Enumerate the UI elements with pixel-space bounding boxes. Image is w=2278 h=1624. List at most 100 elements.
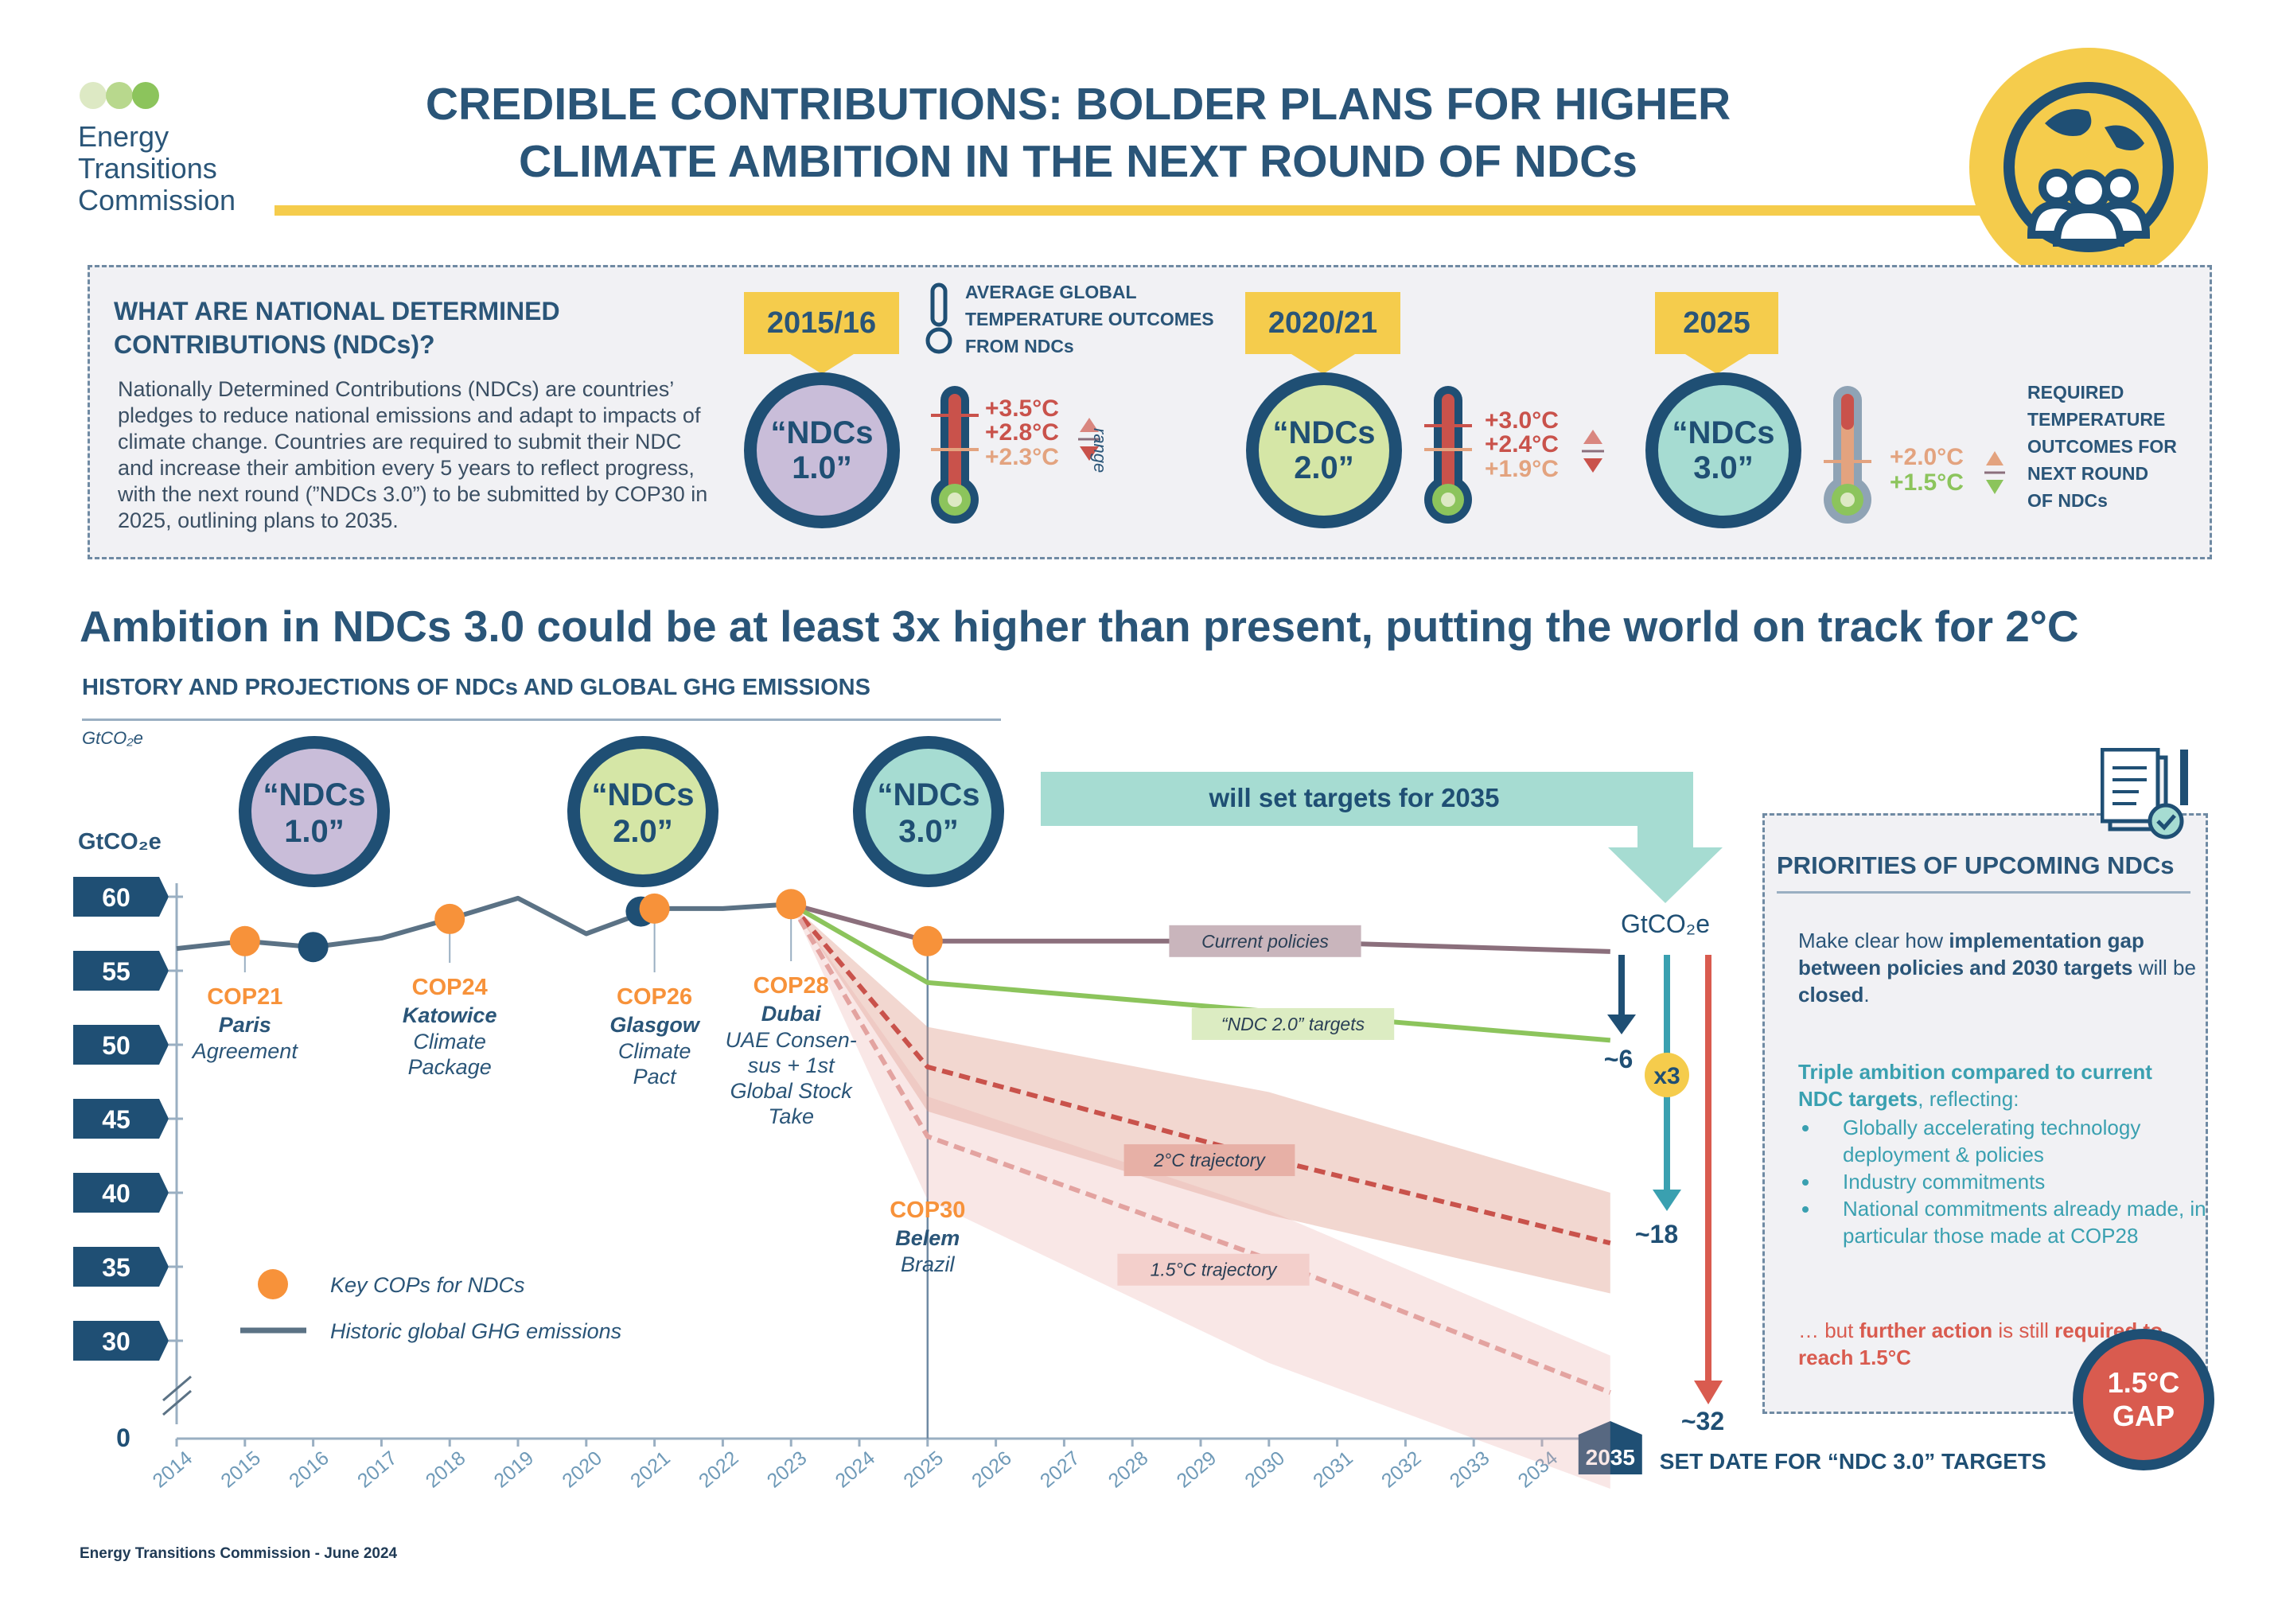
y-tick-label: 40 (102, 1179, 130, 1208)
cop-sub: sus + 1st (748, 1053, 835, 1077)
y-tick-label: 30 (102, 1327, 130, 1356)
series-line (176, 895, 792, 952)
reduction-value-32: ~32 (1681, 1407, 1724, 1435)
priority-emphasis: implementation gap between policies and … (1798, 929, 2144, 979)
priority-bullet: National commitments already made, in pa… (1820, 1195, 2218, 1249)
x-tick-label: 2015 (216, 1447, 265, 1492)
x-tick-label: 2032 (1377, 1447, 1426, 1492)
cop-sub: Package (408, 1055, 492, 1079)
priority-bullet: Industry commitments (1820, 1168, 2218, 1195)
priority-emphasis: required to reach 1.5°C (1798, 1318, 2163, 1369)
avg-temp-line: TEMPERATURE OUTCOMES (965, 309, 1214, 329)
cop-sub: UAE Consen- (726, 1028, 857, 1052)
footer-credit: Energy Transitions Commission - June 202… (80, 1545, 398, 1562)
navy-point (298, 932, 329, 963)
legend-cop-label: Key COPs for NDCs (330, 1273, 525, 1297)
series-label: “NDC 2.0” targets (1221, 1014, 1365, 1034)
range-arrows-icon (1078, 418, 1100, 461)
gap-line2: GAP (2112, 1400, 2175, 1432)
thermometer-icon (925, 282, 979, 524)
y-tick-tag (73, 1025, 169, 1065)
temp-mid: +2.8°C (985, 419, 1059, 446)
trajectory-band (791, 904, 1610, 1489)
x-tick-label: 2026 (968, 1447, 1016, 1492)
ndc-chart-bubble (567, 736, 718, 887)
y-tick-label: 50 (102, 1031, 130, 1060)
cop-place: Glasgow (609, 1013, 701, 1037)
thermometer-icon (1824, 386, 1871, 524)
x-end-caption: SET DATE FOR “NDC 3.0” TARGETS (1660, 1449, 2046, 1474)
series-line (789, 902, 1611, 1395)
x-tick-label: 2021 (626, 1447, 675, 1492)
ndc-chart-bubble (853, 736, 1004, 887)
x-tick-label: 2022 (695, 1447, 743, 1492)
series-label: 1.5°C trajectory (1151, 1260, 1278, 1280)
priority-text: is still (1992, 1318, 2055, 1342)
bubble-line2: 3.0” (1693, 450, 1754, 485)
series-line (789, 902, 1611, 1246)
series-label-bg (1117, 1253, 1310, 1286)
legend-cop-swatch (258, 1269, 288, 1299)
bubble-line2: 1.0” (792, 450, 852, 485)
priority-emphasis: closed (1798, 983, 1864, 1007)
x-tick-label: 2030 (1240, 1447, 1289, 1492)
x-tick-label: 2020 (558, 1447, 606, 1492)
thermometer-icon (1424, 386, 1472, 524)
required-line: TEMPERATURE (2027, 409, 2166, 430)
required-line: REQUIRED (2027, 382, 2124, 403)
headline: Ambition in NDCs 3.0 could be at least 3… (80, 602, 2079, 651)
cop-name: COP26 (617, 984, 692, 1010)
avg-temp-label: AVERAGE GLOBAL TEMPERATURE OUTCOMES FROM… (965, 278, 1214, 360)
priority-text: … but (1798, 1318, 1859, 1342)
x-tick-label: 2018 (422, 1447, 470, 1492)
cop-sub: Global Stock (730, 1079, 854, 1103)
reduction-unit: GtCO₂e (1621, 909, 1710, 938)
priority-bullet: Globally accelerating technology deploym… (1820, 1114, 2218, 1168)
reduction-arrowhead-18 (1653, 1190, 1681, 1211)
bubble-line1: “NDCs (1672, 415, 1775, 450)
y-zero-label: 0 (116, 1423, 130, 1452)
cop-name: COP28 (753, 973, 829, 999)
reduction-value-18: ~18 (1635, 1220, 1678, 1248)
cop-sub: Climate (413, 1030, 486, 1053)
axis-break (162, 1375, 192, 1402)
y-axis-title: GtCO₂e (78, 829, 162, 855)
cop-place: Paris (219, 1013, 271, 1037)
x-tick-label: 2027 (1036, 1447, 1084, 1492)
y-tick-tag (73, 1247, 169, 1287)
cop-point (776, 889, 807, 920)
cop-sub: Take (768, 1104, 814, 1128)
globe-people-icon (2003, 82, 2174, 252)
ndc-bubble-line1: “NDCs (592, 777, 695, 812)
x-tick-label: 2029 (1173, 1447, 1221, 1492)
cop-place: Dubai (761, 1002, 822, 1026)
subhead-rule (82, 719, 1001, 721)
chart-subhead: HISTORY AND PROJECTIONS OF NDCs AND GLOB… (82, 675, 870, 700)
logo-dots (80, 82, 159, 109)
series-label-bg (1123, 1144, 1295, 1177)
org-name-line1: Energy (78, 120, 169, 153)
cop-place: Katowice (403, 1003, 497, 1027)
reduction-arrowhead-32 (1694, 1381, 1723, 1404)
temp-high: +2.0°C (1890, 444, 1964, 470)
priorities-title: PRIORITIES OF UPCOMING NDCs (1777, 851, 2175, 879)
priority-text: Make clear how (1798, 929, 1949, 952)
avg-temp-line: AVERAGE GLOBAL (965, 282, 1137, 302)
org-name-line2: Transitions (78, 152, 217, 185)
trajectory-band (791, 904, 1610, 1294)
priority-emphasis: Triple ambition compared to current NDC … (1798, 1060, 2152, 1111)
title-line1: CREDIBLE CONTRIBUTIONS: BOLDER PLANS FOR… (425, 79, 1731, 130)
cop-place: Belem (895, 1226, 960, 1250)
x-tick-label: 2033 (1446, 1447, 1494, 1492)
x-tick-label: 2014 (149, 1447, 197, 1492)
x-tick-label: 2028 (1104, 1447, 1153, 1492)
cop-point (912, 925, 943, 956)
required-line: NEXT ROUND (2027, 463, 2149, 484)
globe-people-badge (1969, 48, 2208, 286)
gap-line1: 1.5°C (2107, 1366, 2180, 1399)
x-tick-label: 2023 (763, 1447, 812, 1492)
temp-low: +1.5°C (1890, 469, 1964, 496)
range-arrows-icon (1984, 451, 2005, 494)
y-tick-label: 45 (102, 1105, 130, 1134)
